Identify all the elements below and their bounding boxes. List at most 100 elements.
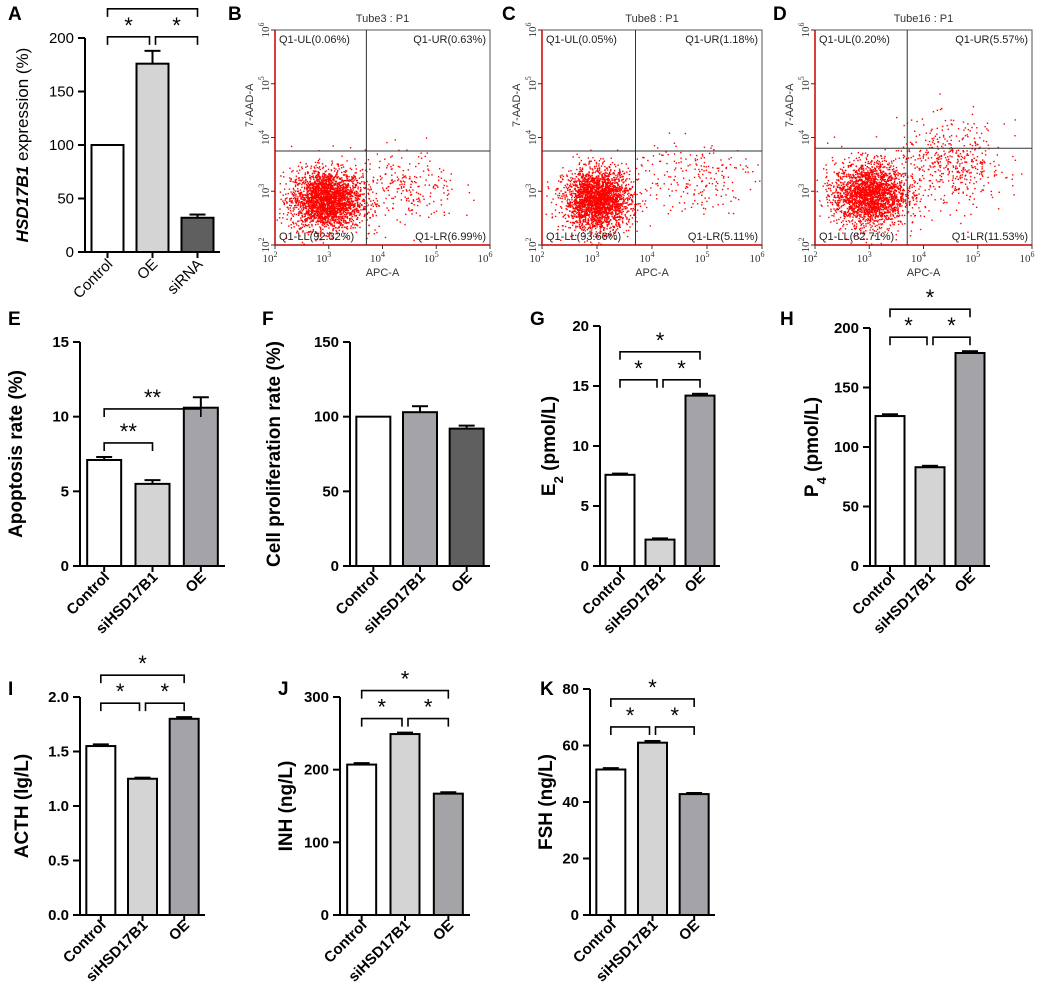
event-dot: [316, 208, 318, 211]
event-dot: [326, 202, 329, 204]
event-dot: [302, 177, 304, 179]
event-dot: [569, 221, 572, 224]
event-dot: [605, 171, 607, 174]
event-dot: [412, 189, 414, 191]
event-dot: [615, 199, 617, 202]
event-dot: [318, 195, 320, 197]
event-dot: [304, 215, 306, 217]
event-dot: [639, 205, 642, 208]
event-dot: [592, 211, 594, 213]
event-dot: [308, 197, 311, 199]
event-dot: [569, 193, 571, 196]
y-tick-base: 10: [260, 26, 272, 38]
event-dot: [386, 141, 388, 144]
event-dot: [572, 208, 574, 210]
event-dot: [600, 200, 603, 203]
event-dot: [593, 195, 595, 197]
event-dot: [349, 203, 351, 205]
event-dot: [598, 195, 601, 197]
event-dot: [318, 206, 320, 208]
event-dot: [331, 212, 334, 214]
event-dot: [315, 170, 317, 173]
event-dot: [370, 200, 372, 202]
event-dot: [619, 189, 621, 192]
event-dot: [345, 169, 347, 172]
event-dot: [308, 206, 311, 209]
event-dot: [312, 229, 315, 231]
event-dot: [349, 186, 351, 189]
event-dot: [301, 215, 303, 217]
event-dot: [314, 195, 316, 198]
event-dot: [303, 190, 305, 192]
event-dot: [601, 188, 604, 190]
event-dot: [350, 227, 352, 229]
event-dot: [351, 201, 353, 204]
event-dot: [294, 184, 297, 186]
event-dot: [304, 223, 307, 226]
event-dot: [617, 193, 619, 195]
y-axis-label: HSD17B1 expression (%): [13, 48, 32, 243]
event-dot: [324, 187, 326, 189]
event-dot: [321, 182, 324, 184]
event-dot: [346, 191, 349, 193]
event-dot: [305, 207, 308, 210]
event-dot: [559, 197, 561, 199]
event-dot: [317, 180, 319, 183]
event-dot: [631, 194, 634, 197]
event-dot: [321, 202, 324, 204]
event-dot: [317, 159, 320, 162]
event-dot: [622, 170, 624, 173]
event-dot: [598, 199, 600, 202]
event-dot: [287, 208, 290, 210]
event-dot: [608, 209, 610, 211]
event-dot: [601, 185, 603, 187]
event-dot: [289, 180, 291, 182]
event-dot: [331, 237, 333, 240]
event-dot: [578, 156, 580, 159]
event-dot: [328, 173, 330, 176]
event-dot: [299, 201, 301, 204]
event-dot: [327, 168, 330, 171]
event-dot: [466, 214, 468, 216]
event-dot: [584, 221, 587, 223]
event-dot: [628, 198, 631, 201]
event-dot: [279, 182, 282, 185]
event-dot: [343, 217, 345, 220]
event-dot: [290, 191, 292, 193]
event-dot: [595, 186, 597, 189]
event-dot: [330, 210, 333, 212]
event-dot: [397, 178, 400, 180]
event-dot: [579, 206, 581, 208]
event-dot: [584, 230, 586, 232]
event-dot: [350, 189, 352, 191]
event-dot: [338, 183, 341, 186]
event-dot: [315, 231, 318, 234]
event-dot: [301, 216, 304, 218]
event-dot: [590, 203, 592, 205]
event-dot: [331, 202, 333, 204]
event-dot: [607, 188, 609, 191]
event-dot: [330, 182, 332, 185]
event-dot: [326, 189, 328, 192]
event-dot: [356, 195, 358, 197]
event-dot: [339, 204, 341, 206]
event-dot: [618, 224, 620, 226]
event-dot: [569, 202, 572, 204]
event-dot: [328, 203, 330, 205]
event-dot: [588, 162, 591, 164]
event-dot: [642, 200, 644, 202]
event-dot: [589, 226, 591, 228]
event-dot: [345, 214, 348, 216]
event-dot: [587, 207, 590, 209]
event-dot: [578, 224, 581, 226]
event-dot: [599, 208, 602, 211]
event-dot: [304, 202, 307, 205]
event-dot: [317, 179, 320, 181]
event-dot: [667, 213, 670, 215]
event-dot: [315, 182, 317, 185]
event-dot: [607, 174, 609, 177]
event-dot: [576, 202, 578, 205]
event-dot: [565, 194, 567, 196]
event-dot: [327, 192, 329, 194]
event-dot: [586, 222, 589, 225]
